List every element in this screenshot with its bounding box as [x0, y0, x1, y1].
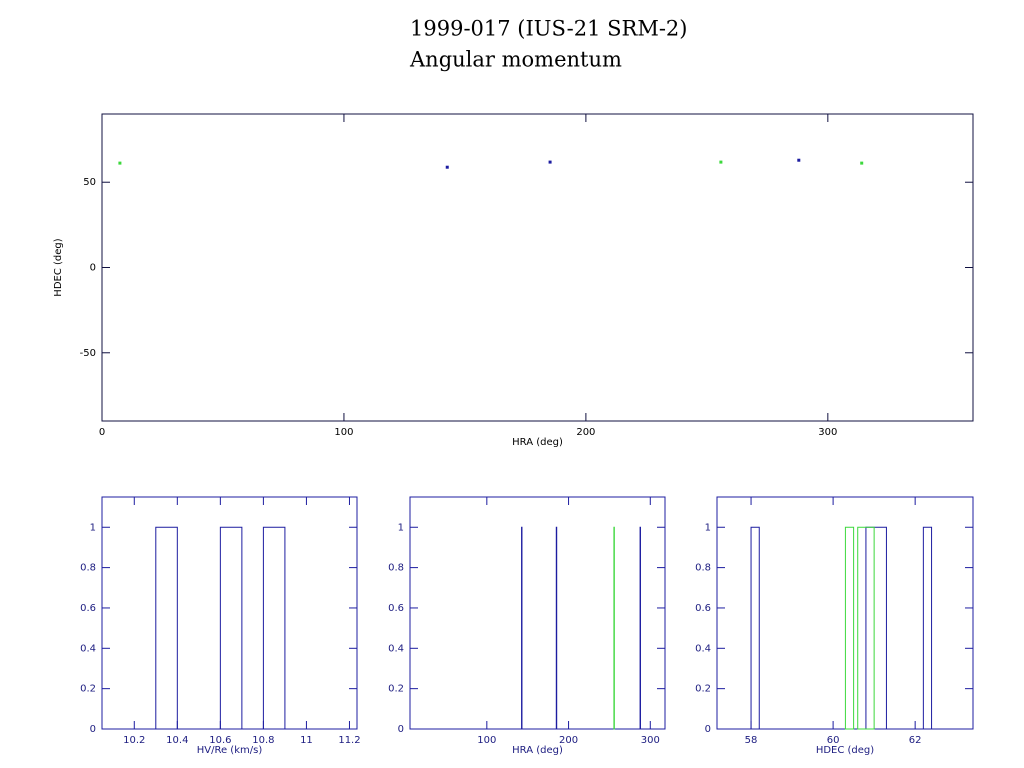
point — [860, 161, 864, 165]
histogram-bar — [922, 526, 933, 730]
x-tick-label: 300 — [641, 735, 660, 746]
point — [445, 165, 449, 169]
histogram-bar — [844, 526, 855, 730]
x-tick-label: 100 — [477, 735, 496, 746]
chart-title: 1999-017 (IUS-21 SRM-2) — [410, 17, 687, 41]
y-axis-label: HDEC (deg) — [53, 238, 64, 296]
y-tick-label: 0.8 — [695, 563, 711, 574]
y-tick-label: 0.8 — [80, 563, 96, 574]
y-tick-label: 0 — [90, 263, 96, 274]
y-tick-label: 0.6 — [80, 603, 96, 614]
x-axis-label: HDEC (deg) — [816, 745, 874, 756]
histogram-bar — [857, 526, 875, 730]
plot: 0 100 200 300 -50 0 50 HRA (deg) HDEC (deg) — [53, 113, 974, 448]
y-tick-label: 0 — [90, 724, 96, 735]
y-tick-label: 1 — [398, 522, 404, 533]
y-tick-label: 50 — [83, 177, 96, 188]
x-tick-label: 200 — [559, 735, 578, 746]
x-tick-label: 0 — [99, 427, 105, 438]
plot-frame — [101, 113, 974, 422]
plot: 10.2 10.4 10.6 10.8 11 11.2 0 0.2 0.4 0.6 0.8 1 HV/R… — [80, 496, 361, 756]
chart-subtitle: Angular momentum — [409, 48, 622, 72]
y-tick-label: 0.4 — [388, 643, 404, 654]
histogram-bar — [865, 526, 887, 730]
x-tick-label: 10.2 — [123, 735, 145, 746]
y-tick-label: 1 — [90, 522, 96, 533]
y-tick-label: 0.6 — [695, 603, 711, 614]
x-axis-label: HRA (deg) — [512, 745, 563, 756]
y-tick-label: 0.8 — [388, 563, 404, 574]
x-tick-label: 11.2 — [338, 735, 360, 746]
x-tick-label: 200 — [576, 427, 595, 438]
plot-frame — [409, 496, 666, 730]
y-tick-label: 0.2 — [388, 684, 404, 695]
x-tick-label: 10.8 — [252, 735, 274, 746]
plot: 58 60 62 0 0.2 0.4 0.6 0.8 1 HDEC (deg) — [695, 496, 974, 756]
point — [797, 158, 801, 162]
x-tick-label: 10.6 — [209, 735, 231, 746]
x-tick-label: 100 — [334, 427, 353, 438]
histogram-bar — [219, 526, 243, 730]
y-tick-label: 0 — [398, 724, 404, 735]
plot: 100 200 300 0 0.2 0.4 0.6 0.8 1 HRA (deg) — [388, 496, 666, 756]
x-tick-label: 11 — [300, 735, 313, 746]
y-tick-label: -50 — [80, 348, 96, 359]
x-tick-label: 58 — [745, 735, 758, 746]
y-tick-label: 1 — [705, 522, 711, 533]
histogram-bar — [750, 526, 760, 730]
y-tick-label: 0.4 — [80, 643, 96, 654]
histogram-bar — [155, 526, 178, 730]
x-axis-label: HRA (deg) — [512, 437, 563, 448]
y-tick-label: 0.2 — [695, 684, 711, 695]
point — [719, 160, 723, 164]
x-tick-label: 62 — [909, 735, 922, 746]
y-tick-label: 0.6 — [388, 603, 404, 614]
x-tick-label: 300 — [818, 427, 837, 438]
plot-frame — [101, 496, 358, 730]
y-tick-label: 0.2 — [80, 684, 96, 695]
y-tick-label: 0.4 — [695, 643, 711, 654]
point — [548, 160, 552, 164]
x-tick-label: 60 — [827, 735, 840, 746]
x-tick-label: 10.4 — [166, 735, 188, 746]
histogram-bar — [262, 526, 286, 730]
point — [118, 161, 122, 165]
x-axis-label: HV/Re (km/s) — [197, 745, 263, 756]
y-tick-label: 0 — [705, 724, 711, 735]
